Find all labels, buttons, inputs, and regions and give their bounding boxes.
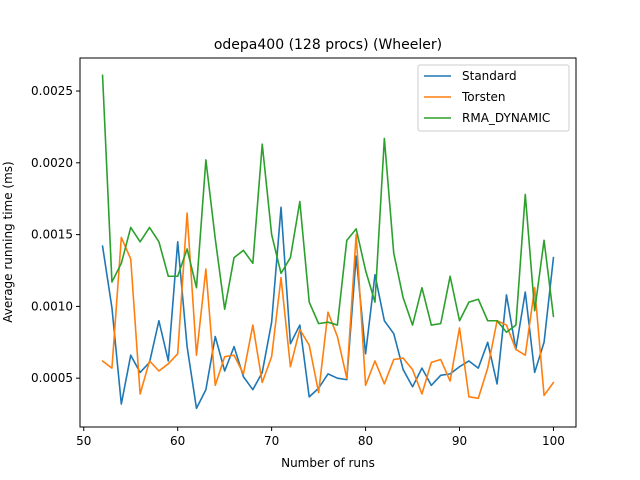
legend-box	[417, 64, 570, 132]
x-tick-label: 70	[264, 434, 279, 448]
x-tick-label: 90	[452, 434, 467, 448]
y-tick-label: 0.0005	[31, 371, 73, 385]
x-tick-label: 50	[76, 434, 91, 448]
y-tick-label: 0.0015	[31, 228, 73, 242]
legend-label-standard: Standard	[462, 69, 517, 83]
x-tick-label: 100	[542, 434, 565, 448]
legend: Standard Torsten RMA_DYNAMIC	[417, 64, 570, 132]
series-line-rma-dynamic	[101, 74, 555, 334]
legend-label-rma-dynamic: RMA_DYNAMIC	[462, 111, 550, 125]
series-layer	[101, 74, 555, 410]
y-axis: 0.0005 0.0010 0.0015 0.0020 0.0025	[31, 84, 80, 385]
plot-frame	[79, 57, 577, 428]
series-line-standard	[101, 206, 555, 410]
x-axis-label: Number of runs	[281, 456, 375, 470]
x-tick-label: 60	[170, 434, 185, 448]
y-tick-label: 0.0010	[31, 299, 73, 313]
series-line-torsten	[101, 212, 555, 400]
x-axis: 50 60 70 80 90 100	[76, 427, 565, 448]
legend-label-torsten: Torsten	[461, 90, 506, 104]
y-tick-label: 0.0025	[31, 84, 73, 98]
y-axis-label: Average running time (ms)	[1, 161, 15, 322]
chart-title: odepa400 (128 procs) (Wheeler)	[214, 37, 442, 53]
x-tick-label: 80	[358, 434, 373, 448]
y-tick-label: 0.0020	[31, 156, 73, 170]
